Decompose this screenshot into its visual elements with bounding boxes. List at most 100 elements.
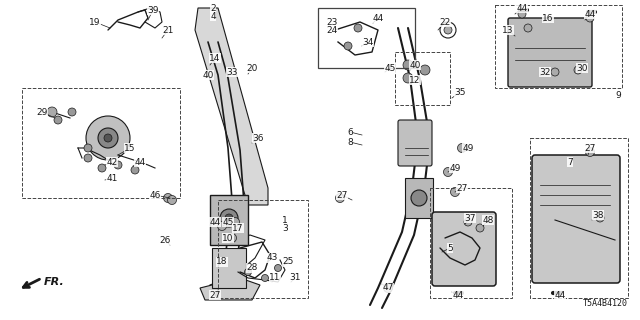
Text: 49: 49 bbox=[449, 164, 461, 172]
Text: 45: 45 bbox=[384, 63, 396, 73]
Text: 44: 44 bbox=[134, 157, 146, 166]
Text: 37: 37 bbox=[464, 213, 476, 222]
Text: 39: 39 bbox=[147, 5, 159, 14]
Text: 44: 44 bbox=[516, 4, 527, 12]
Circle shape bbox=[444, 167, 452, 177]
Bar bbox=[210, 195, 248, 245]
Text: 24: 24 bbox=[326, 26, 338, 35]
Circle shape bbox=[275, 265, 282, 271]
Circle shape bbox=[524, 24, 532, 32]
Text: 30: 30 bbox=[576, 63, 588, 73]
Circle shape bbox=[84, 144, 92, 152]
Text: 4: 4 bbox=[210, 12, 216, 20]
Bar bbox=[212, 248, 246, 288]
Text: 42: 42 bbox=[106, 157, 118, 166]
Text: 40: 40 bbox=[410, 60, 420, 69]
Circle shape bbox=[98, 128, 118, 148]
Text: 19: 19 bbox=[89, 18, 100, 27]
Text: 44: 44 bbox=[209, 218, 221, 227]
Text: 44: 44 bbox=[584, 10, 596, 19]
Text: 29: 29 bbox=[36, 108, 48, 116]
Text: 44: 44 bbox=[452, 291, 463, 300]
Text: 21: 21 bbox=[163, 26, 173, 35]
Text: 44: 44 bbox=[372, 13, 383, 22]
Text: 22: 22 bbox=[440, 18, 451, 27]
Circle shape bbox=[98, 164, 106, 172]
Circle shape bbox=[411, 190, 427, 206]
Text: 44: 44 bbox=[554, 291, 566, 300]
Circle shape bbox=[230, 218, 239, 227]
Text: 27: 27 bbox=[584, 143, 596, 153]
Bar bbox=[495, 5, 622, 88]
Circle shape bbox=[354, 24, 362, 32]
Polygon shape bbox=[200, 278, 260, 300]
Circle shape bbox=[403, 73, 413, 83]
Text: 27: 27 bbox=[209, 291, 221, 300]
Circle shape bbox=[335, 194, 344, 203]
Text: FR.: FR. bbox=[44, 277, 65, 287]
Text: 47: 47 bbox=[382, 284, 394, 292]
Text: 34: 34 bbox=[362, 37, 374, 46]
Text: 7: 7 bbox=[567, 157, 573, 166]
Polygon shape bbox=[195, 8, 268, 205]
Text: 18: 18 bbox=[216, 258, 228, 267]
Text: 2: 2 bbox=[210, 4, 216, 12]
Circle shape bbox=[551, 68, 559, 76]
Text: 6: 6 bbox=[347, 127, 353, 137]
Circle shape bbox=[262, 275, 269, 282]
FancyBboxPatch shape bbox=[508, 18, 592, 87]
Circle shape bbox=[451, 188, 460, 196]
Text: 45: 45 bbox=[222, 218, 234, 227]
Text: 1: 1 bbox=[282, 215, 288, 225]
Text: 12: 12 bbox=[410, 76, 420, 84]
Circle shape bbox=[168, 196, 177, 204]
Text: 23: 23 bbox=[326, 18, 338, 27]
Text: 38: 38 bbox=[592, 211, 604, 220]
Text: 46: 46 bbox=[149, 190, 161, 199]
Bar bbox=[395, 52, 450, 105]
Text: 11: 11 bbox=[269, 274, 281, 283]
Text: 8: 8 bbox=[347, 138, 353, 147]
Text: 32: 32 bbox=[540, 68, 550, 76]
Text: 15: 15 bbox=[124, 143, 136, 153]
Text: 3: 3 bbox=[282, 223, 288, 233]
Circle shape bbox=[114, 161, 122, 169]
Text: 27: 27 bbox=[456, 183, 468, 193]
Circle shape bbox=[104, 134, 112, 142]
Circle shape bbox=[458, 143, 467, 153]
Text: 36: 36 bbox=[252, 133, 264, 142]
Text: 17: 17 bbox=[232, 223, 244, 233]
Text: 33: 33 bbox=[227, 68, 237, 76]
Text: 41: 41 bbox=[106, 173, 118, 182]
Circle shape bbox=[574, 66, 582, 74]
FancyBboxPatch shape bbox=[398, 120, 432, 166]
Circle shape bbox=[444, 26, 452, 34]
Text: 49: 49 bbox=[462, 143, 474, 153]
Circle shape bbox=[220, 209, 238, 227]
Text: 9: 9 bbox=[615, 91, 621, 100]
Bar bbox=[405, 178, 433, 218]
Text: 40: 40 bbox=[202, 70, 214, 79]
Text: 10: 10 bbox=[222, 234, 234, 243]
Circle shape bbox=[518, 10, 526, 18]
Circle shape bbox=[420, 65, 430, 75]
Circle shape bbox=[464, 218, 472, 226]
Circle shape bbox=[586, 148, 595, 156]
Circle shape bbox=[227, 234, 237, 243]
Text: 14: 14 bbox=[209, 53, 221, 62]
Circle shape bbox=[344, 42, 352, 50]
Circle shape bbox=[383, 284, 392, 292]
Text: 25: 25 bbox=[282, 258, 294, 267]
Text: 13: 13 bbox=[502, 26, 514, 35]
Text: 16: 16 bbox=[542, 13, 554, 22]
FancyBboxPatch shape bbox=[432, 212, 496, 286]
Text: 26: 26 bbox=[159, 236, 171, 244]
Text: 5: 5 bbox=[447, 244, 453, 252]
Circle shape bbox=[403, 60, 413, 70]
Circle shape bbox=[218, 221, 227, 230]
Circle shape bbox=[163, 194, 173, 203]
Circle shape bbox=[244, 268, 252, 276]
Bar bbox=[430, 188, 512, 298]
Circle shape bbox=[68, 108, 76, 116]
Bar bbox=[218, 200, 308, 298]
